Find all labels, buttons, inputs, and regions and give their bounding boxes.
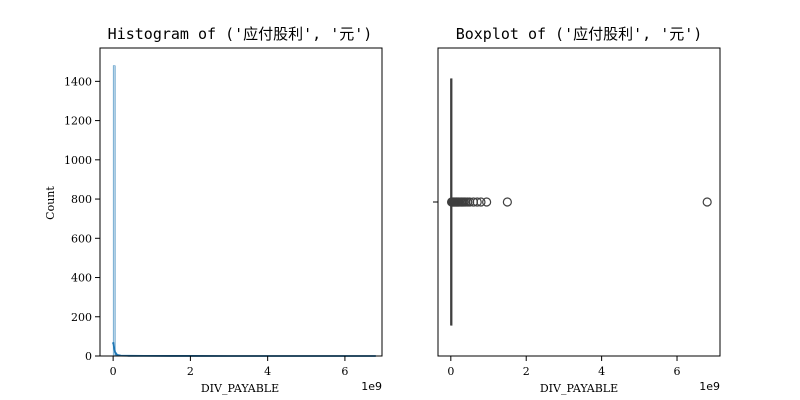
histogram-y-tick-label: 0 — [85, 350, 92, 363]
boxplot-x-label: DIV_PAYABLE — [540, 382, 618, 395]
kde-line — [112, 342, 376, 357]
boxplot-outlier — [476, 197, 486, 207]
boxplot-x-tick-label: 0 — [447, 365, 454, 378]
histogram-x-tick-label: 0 — [110, 365, 117, 378]
histogram-y-tick-label: 200 — [71, 311, 92, 324]
boxplot-outlier — [702, 197, 712, 207]
boxplot-outlier — [472, 197, 482, 207]
histogram-y-tick-label: 1400 — [64, 75, 92, 88]
boxplot-title: Boxplot of ('应付股利', '元') — [456, 25, 703, 43]
histogram-y-label: Count — [44, 186, 57, 220]
boxplot-x-ticks: 0 2 4 6 — [447, 356, 681, 378]
histogram-plot-area — [112, 65, 376, 357]
boxplot-x-tick-label: 6 — [674, 365, 681, 378]
boxplot-plot-area — [446, 78, 712, 326]
histogram-y-tick-label: 400 — [71, 272, 92, 285]
histogram-x-label: DIV_PAYABLE — [201, 382, 279, 395]
boxplot-x-tick-label: 4 — [598, 365, 605, 378]
histogram-y-tick-label: 1200 — [64, 115, 92, 128]
histogram-panel: Histogram of ('应付股利', '元') 0 2 4 6 0 200 400 6… — [44, 25, 383, 395]
boxplot-x-offset: 1e9 — [699, 380, 720, 393]
histogram-title: Histogram of ('应付股利', '元') — [108, 25, 373, 43]
histogram-x-ticks: 0 2 4 6 — [110, 356, 348, 378]
histogram-y-tick-label: 1000 — [64, 154, 92, 167]
histogram-y-tick-label: 600 — [71, 232, 92, 245]
histogram-x-tick-label: 2 — [187, 365, 194, 378]
histogram-x-tick-label: 6 — [341, 365, 348, 378]
histogram-frame — [99, 47, 383, 357]
histogram-bar — [112, 65, 116, 357]
boxplot-x-tick-label: 2 — [523, 365, 530, 378]
histogram-y-ticks: 0 200 400 600 800 1000 1200 1400 — [64, 75, 100, 363]
boxplot-outlier — [502, 197, 512, 207]
histogram-y-tick-label: 800 — [71, 193, 92, 206]
boxplot-outlier — [482, 197, 492, 207]
boxplot-frame — [437, 47, 721, 357]
histogram-x-tick-label: 4 — [264, 365, 271, 378]
boxplot-panel: Boxplot of ('应付股利', '元') 0 2 4 6 DIV_PAYABL… — [433, 25, 721, 395]
histogram-x-offset: 1e9 — [361, 380, 382, 393]
